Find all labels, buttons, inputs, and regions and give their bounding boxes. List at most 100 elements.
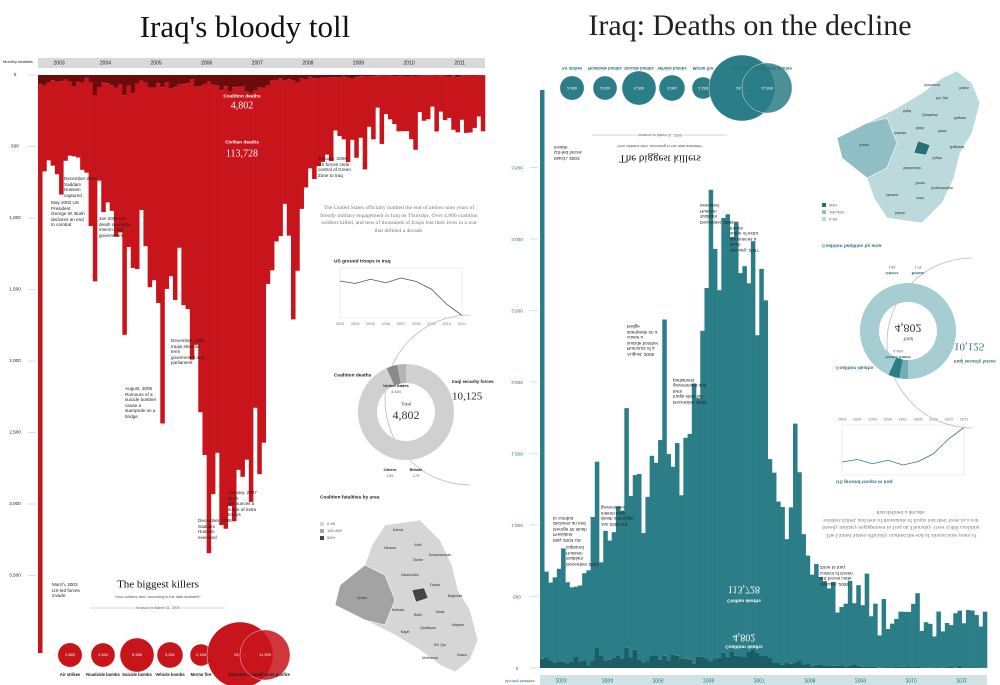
civilian-bar	[122, 95, 127, 335]
killer-value: 2,680	[567, 86, 578, 91]
coalition-bar	[46, 75, 51, 83]
coalition-bar	[468, 75, 473, 76]
civilian-bar	[582, 573, 587, 661]
civilian-bar	[151, 87, 157, 281]
coalition-bar	[219, 75, 224, 91]
coalition-bar	[434, 75, 439, 76]
coalition-bar	[341, 75, 347, 77]
coalition-bar	[236, 75, 241, 87]
annotation-box: May 2003 US President George W. Bush dec…	[51, 200, 85, 227]
coalition-bar	[607, 659, 612, 668]
donut-slice	[397, 364, 406, 384]
civilian-bar	[358, 76, 364, 138]
security-arc	[384, 314, 471, 486]
coalition-bar	[265, 75, 271, 86]
civilian-bar	[409, 75, 414, 140]
coalition-bar	[295, 75, 300, 83]
y-tick-label: 500	[11, 144, 19, 149]
coalition-bar	[50, 75, 56, 81]
killer-name: Suicide bombs	[624, 66, 654, 71]
civilian-bar	[755, 335, 760, 653]
civilian-bar	[641, 533, 646, 663]
civilian-bar	[185, 83, 191, 310]
coalition-bar	[763, 655, 769, 668]
coalition-bar	[244, 75, 250, 92]
coalition-bar	[282, 75, 288, 81]
killer-name: Vehicle bombs	[155, 672, 185, 677]
map-region-label: Dahuk	[895, 211, 906, 215]
coalition-bar	[949, 666, 954, 668]
original-panel: Monthly fatalities 2003 2004 2005 2006 2007 20…	[3, 58, 494, 685]
killer-value: 3,061	[165, 652, 176, 657]
civilian-bar	[80, 82, 85, 170]
civilian-bar	[164, 82, 170, 289]
coalition-bar	[118, 75, 123, 85]
map-legend-swatch	[822, 203, 826, 207]
coalition-bar	[379, 75, 385, 76]
troops-year: 2011	[458, 322, 466, 326]
civilian-total-name: Civilian deaths	[727, 598, 761, 604]
coalition-bar	[881, 667, 887, 668]
coalition-bar	[797, 660, 802, 668]
coalition-bar	[134, 75, 140, 84]
intro-text-box: The United States officially marked the …	[320, 205, 477, 234]
coalition-bar	[472, 75, 477, 76]
coalition-bar	[649, 655, 655, 668]
civilian-bar	[468, 75, 473, 133]
map-anbar	[334, 564, 396, 626]
civilian-bar	[949, 625, 954, 667]
civilian-bar	[71, 86, 77, 157]
civilian-bar	[265, 85, 271, 284]
coalition-bar	[257, 75, 262, 88]
coalition-bar	[742, 656, 747, 668]
civilian-bar	[333, 77, 338, 131]
y-tick-label: 500	[513, 594, 521, 599]
coalition-bar	[42, 75, 47, 86]
coalition-bar	[126, 75, 132, 86]
coalition-bar	[75, 75, 81, 82]
coalition-bar	[269, 75, 275, 81]
coalition-bar	[455, 75, 460, 78]
killer-value: 2,680	[65, 652, 76, 657]
civilian-bar	[830, 581, 836, 666]
killer-value: 5,266	[634, 86, 645, 91]
civilian-bar	[320, 77, 326, 162]
civilian-bar	[168, 88, 174, 277]
y-tick-label: 2,500	[9, 430, 21, 435]
coalition-bar	[371, 75, 376, 77]
coalition-bar	[253, 75, 258, 91]
coalition-bar	[835, 665, 840, 668]
map-region-label: Karbala	[894, 131, 906, 135]
civilian-bar	[261, 87, 267, 443]
coalition-bar	[814, 664, 819, 668]
civilian-bar	[885, 628, 891, 668]
civilian-bar	[143, 82, 148, 247]
civilian-bar	[194, 86, 199, 345]
right-title: Iraq: Deaths on the decline	[588, 9, 911, 42]
coalition-bar	[97, 75, 102, 88]
coalition-bar	[712, 658, 718, 668]
coalition-bar	[198, 75, 203, 87]
civilian-bar	[257, 87, 262, 475]
killer-name: Mortar fire	[693, 66, 714, 71]
civilian-bar	[645, 496, 650, 661]
x-tick-label: 2004	[100, 60, 111, 66]
civilian-bar	[860, 605, 866, 667]
map-region-label: Anbar	[859, 143, 869, 147]
killer-name: Roadside bombs	[588, 66, 622, 71]
coalition-bar	[324, 75, 330, 78]
map-region-label: Arbil	[916, 196, 923, 200]
coalition-bar	[919, 667, 925, 668]
x-tick-label: 2003	[556, 677, 567, 683]
coalition-bar	[231, 75, 237, 88]
coalition-bar	[38, 75, 43, 85]
annotation: August, 2005 Rumours of a suicide bomber…	[627, 324, 659, 358]
donut-title: Coalition deaths	[836, 365, 874, 371]
coalition-bar	[586, 665, 591, 668]
civilian-bar	[847, 580, 853, 666]
coalition-bar	[417, 75, 423, 76]
y-tick-label: 2,500	[511, 308, 523, 313]
civilian-bar	[978, 626, 984, 668]
coalition-bar	[67, 75, 73, 82]
